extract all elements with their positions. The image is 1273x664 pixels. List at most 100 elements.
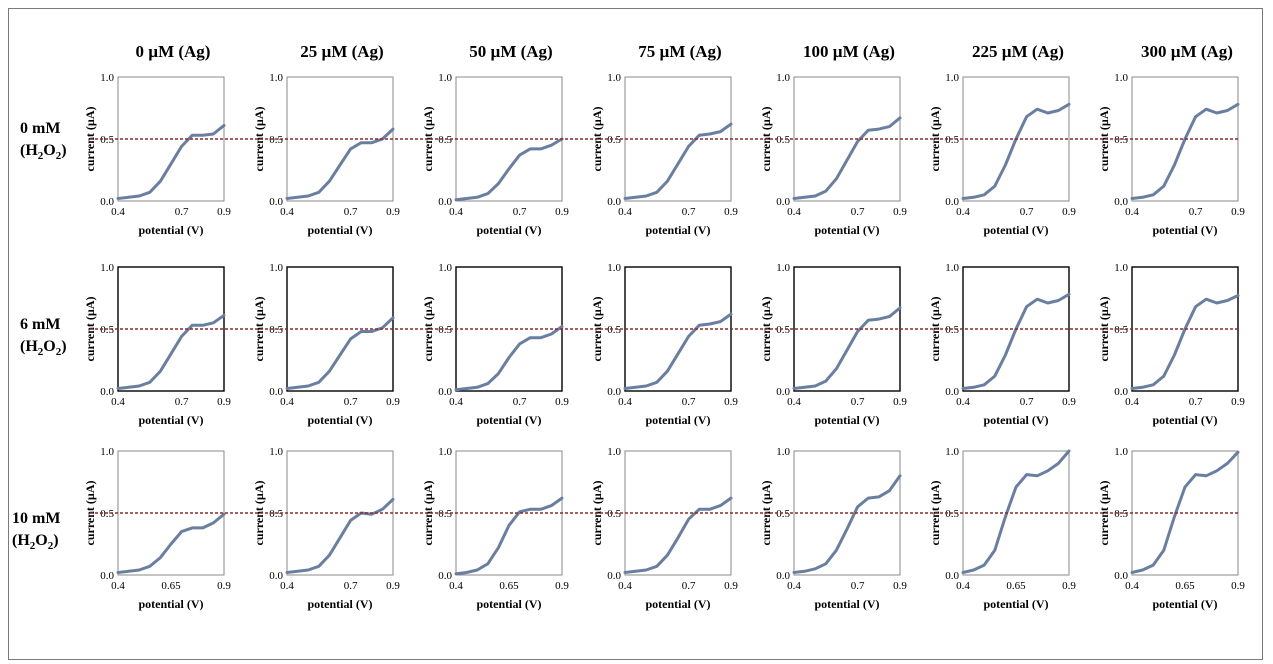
y-tick-label: 1.0 bbox=[100, 72, 114, 84]
y-axis-label: current (µA) bbox=[1097, 106, 1111, 171]
data-series-line bbox=[1130, 294, 1240, 390]
x-tick-label: 0.7 bbox=[851, 580, 865, 592]
row-concentration: 0 mM bbox=[20, 120, 61, 137]
x-tick-label: 0.4 bbox=[787, 206, 801, 218]
data-series-line bbox=[961, 292, 1071, 390]
data-series-line bbox=[623, 496, 733, 574]
x-tick-label: 0.9 bbox=[1231, 206, 1245, 218]
x-tick-label: 0.4 bbox=[1125, 580, 1139, 592]
data-series-line bbox=[961, 102, 1071, 200]
y-tick-label: 1.0 bbox=[269, 262, 283, 274]
x-tick-label: 0.9 bbox=[893, 206, 907, 218]
x-tick-label: 0.7 bbox=[344, 396, 358, 408]
y-axis-label: current (µA) bbox=[1097, 480, 1111, 545]
y-tick-label: 1.0 bbox=[776, 262, 790, 274]
data-series-line bbox=[454, 496, 564, 576]
x-tick-label: 0.4 bbox=[618, 580, 632, 592]
column-title: 50 µM (Ag) bbox=[469, 42, 553, 61]
data-series-line bbox=[454, 137, 564, 202]
y-tick-label: 0.5 bbox=[100, 324, 114, 336]
y-tick-label: 0.0 bbox=[776, 196, 790, 208]
column-title: 75 µM (Ag) bbox=[638, 42, 722, 61]
x-axis-label: potential (V) bbox=[477, 223, 542, 237]
x-tick-label: 0.4 bbox=[1125, 396, 1139, 408]
x-tick-label: 0.65 bbox=[499, 580, 519, 592]
y-tick-label: 1.0 bbox=[607, 446, 621, 458]
y-tick-label: 1.0 bbox=[100, 446, 114, 458]
x-axis-label: potential (V) bbox=[984, 413, 1049, 427]
x-tick-label: 0.7 bbox=[175, 206, 189, 218]
y-tick-label: 0.5 bbox=[945, 134, 959, 146]
data-series-line bbox=[116, 313, 226, 390]
x-tick-label: 0.4 bbox=[280, 580, 294, 592]
y-tick-label: 0.5 bbox=[269, 508, 283, 520]
x-tick-label: 0.9 bbox=[217, 396, 231, 408]
x-tick-label: 0.4 bbox=[111, 580, 125, 592]
y-axis-label: current (µA) bbox=[252, 480, 266, 545]
y-tick-label: 1.0 bbox=[607, 72, 621, 84]
x-axis-label: potential (V) bbox=[139, 597, 204, 611]
x-tick-label: 0.9 bbox=[217, 580, 231, 592]
data-series-line bbox=[454, 325, 564, 392]
y-tick-label: 0.5 bbox=[607, 134, 621, 146]
x-axis-label: potential (V) bbox=[646, 413, 711, 427]
x-tick-label: 0.7 bbox=[344, 580, 358, 592]
row-species: (H2O2) bbox=[20, 142, 67, 163]
x-tick-label: 0.9 bbox=[386, 206, 400, 218]
x-axis-label: potential (V) bbox=[1153, 597, 1218, 611]
x-axis-label: potential (V) bbox=[139, 223, 204, 237]
x-axis-label: potential (V) bbox=[308, 223, 373, 237]
y-tick-label: 0.0 bbox=[945, 196, 959, 208]
x-tick-label: 0.9 bbox=[1231, 580, 1245, 592]
x-tick-label: 0.4 bbox=[956, 206, 970, 218]
y-axis-label: current (µA) bbox=[252, 296, 266, 361]
y-tick-label: 0.0 bbox=[1114, 386, 1128, 398]
x-axis-label: potential (V) bbox=[815, 223, 880, 237]
y-tick-label: 0.5 bbox=[776, 134, 790, 146]
data-series-line bbox=[1130, 102, 1240, 200]
y-tick-label: 0.5 bbox=[776, 508, 790, 520]
x-axis-label: potential (V) bbox=[477, 413, 542, 427]
y-tick-label: 1.0 bbox=[607, 262, 621, 274]
data-series-line bbox=[792, 474, 902, 574]
x-axis-label: potential (V) bbox=[1153, 413, 1218, 427]
y-tick-label: 0.0 bbox=[607, 196, 621, 208]
data-series-line bbox=[792, 306, 902, 390]
x-tick-label: 0.65 bbox=[161, 580, 181, 592]
data-series-line bbox=[285, 127, 395, 200]
y-tick-label: 0.5 bbox=[269, 134, 283, 146]
y-tick-label: 1.0 bbox=[100, 262, 114, 274]
data-series-line bbox=[623, 122, 733, 200]
y-tick-label: 1.0 bbox=[438, 72, 452, 84]
y-tick-label: 0.0 bbox=[776, 386, 790, 398]
x-axis-label: potential (V) bbox=[815, 597, 880, 611]
x-tick-label: 0.9 bbox=[1062, 396, 1076, 408]
x-tick-label: 0.9 bbox=[724, 396, 738, 408]
data-series-line bbox=[116, 123, 226, 200]
x-axis-label: potential (V) bbox=[308, 597, 373, 611]
y-tick-label: 0.0 bbox=[438, 196, 452, 208]
x-tick-label: 0.7 bbox=[682, 580, 696, 592]
x-tick-label: 0.7 bbox=[851, 396, 865, 408]
x-tick-label: 0.9 bbox=[555, 396, 569, 408]
y-tick-label: 1.0 bbox=[1114, 72, 1128, 84]
data-series-line bbox=[623, 312, 733, 390]
column-title: 225 µM (Ag) bbox=[972, 42, 1064, 61]
row-species: (H2O2) bbox=[12, 532, 59, 553]
x-tick-label: 0.7 bbox=[1189, 206, 1203, 218]
data-series-line bbox=[961, 449, 1071, 574]
x-tick-label: 0.9 bbox=[555, 206, 569, 218]
row-label: 10 mM (H2O2) bbox=[12, 508, 60, 557]
x-tick-label: 0.9 bbox=[893, 580, 907, 592]
x-axis-label: potential (V) bbox=[477, 597, 542, 611]
x-tick-label: 0.4 bbox=[280, 206, 294, 218]
x-tick-label: 0.4 bbox=[111, 206, 125, 218]
x-axis-label: potential (V) bbox=[646, 597, 711, 611]
x-tick-label: 0.4 bbox=[280, 396, 294, 408]
x-tick-label: 0.7 bbox=[851, 206, 865, 218]
x-tick-label: 0.4 bbox=[956, 580, 970, 592]
x-tick-label: 0.9 bbox=[724, 580, 738, 592]
x-tick-label: 0.9 bbox=[386, 396, 400, 408]
y-tick-label: 0.5 bbox=[100, 134, 114, 146]
y-tick-label: 0.0 bbox=[776, 570, 790, 582]
